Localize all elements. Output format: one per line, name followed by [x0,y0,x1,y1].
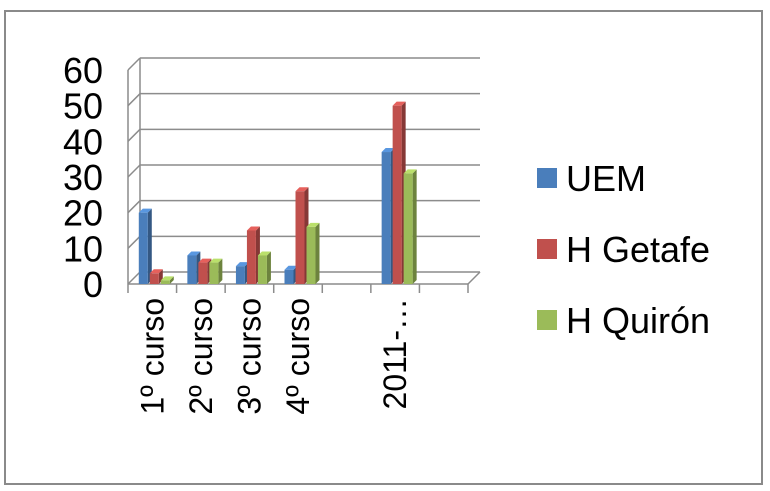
legend-swatch [537,239,557,259]
bar-top [149,269,163,274]
bar-side [218,258,223,284]
bar-top [138,208,152,213]
bar [198,262,208,284]
gridline-side [127,93,141,107]
bar-top [246,226,260,231]
legend-label: UEM [566,158,646,199]
bar-top [306,222,320,227]
legend-label: H Quirón [566,300,710,341]
bar-side [412,169,417,284]
bar [235,266,245,284]
gridline-side [127,164,141,178]
bar-top [257,251,271,256]
bar-top [198,258,212,263]
gridline-side [127,200,141,214]
bar-top [209,258,223,263]
gridline-side [127,57,141,71]
bar-top [392,101,406,106]
bar [403,173,413,284]
x-tick-label: 2º curso [183,298,219,415]
bar-side [147,208,152,284]
x-tick-label: 3º curso [231,298,267,415]
x-tick-label: 4º curso [280,298,316,415]
bar [257,255,267,284]
legend-label: H Getafe [566,229,710,270]
y-tick-label: 30 [63,157,103,198]
gridline-side [127,128,141,142]
bar [284,269,294,284]
y-tick-label: 60 [63,50,103,91]
gridline-side [127,235,141,249]
floor-right-edge [467,271,481,285]
bar [209,262,219,284]
bar [246,230,256,284]
bar [306,226,316,284]
bar-top [160,276,174,281]
bar-top [187,251,201,256]
legend-swatch [537,310,557,330]
bar [187,255,197,284]
bar [138,212,148,284]
bar-top [295,187,309,192]
x-tick-label: 1º curso [134,298,170,415]
bar-side [169,276,174,284]
bar-top [403,169,417,174]
bar [295,191,305,284]
bar-top [284,265,298,270]
y-tick-label: 50 [63,86,103,127]
bar-top [381,148,395,153]
bar [392,105,402,285]
y-tick-label: 10 [63,228,103,269]
bar-top [235,262,249,267]
y-tick-label: 20 [63,193,103,234]
bar-side [315,222,320,284]
bar [160,280,170,284]
legend-swatch [537,168,557,188]
bar [149,273,159,284]
bar-side [266,251,271,284]
y-tick-label: 0 [83,264,103,305]
x-tick-label: 2011-… [377,298,413,409]
y-tick-label: 40 [63,121,103,162]
gridline-side [127,271,141,285]
bar [381,152,391,284]
